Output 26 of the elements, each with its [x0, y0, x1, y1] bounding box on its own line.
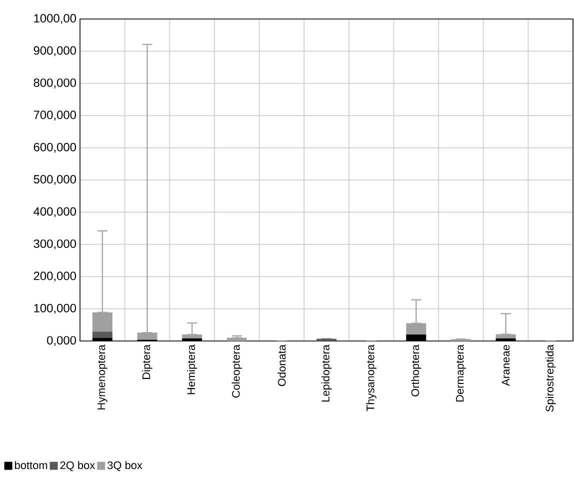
y-tick-label: 1000,00	[34, 14, 76, 24]
legend-label: bottom	[15, 461, 48, 470]
x-tick-label: Diptera	[142, 344, 152, 379]
y-tick-label: 900,000	[34, 46, 76, 56]
legend-label: 3Q box	[108, 461, 142, 472]
y-tick-label: 300,000	[34, 239, 76, 250]
legend-label: 2Q box	[60, 461, 95, 472]
bar	[92, 332, 112, 338]
x-tick-label: Dermaptera	[456, 344, 466, 402]
y-tick-label: 200,000	[34, 272, 76, 282]
x-tick-label: Orthoptera	[411, 344, 422, 396]
x-tick-label: Hemiptera	[186, 344, 198, 394]
x-tick-label: Araneae	[502, 345, 510, 386]
x-tick-label: Odonata	[278, 344, 286, 386]
y-tick-label: 800,000	[34, 78, 76, 88]
y-tick-label: 700,000	[34, 110, 76, 121]
y-tick-label: 500,000	[34, 175, 76, 185]
x-tick-label: Thysanoptera	[366, 344, 376, 412]
x-tick-label: Hymenoptera	[98, 344, 108, 410]
x-tick-label: Coleoptera	[232, 344, 242, 398]
x-tick-label: Spirostreptida	[545, 344, 556, 412]
y-tick-label: 0,000	[47, 336, 76, 346]
x-tick-label: Lepidoptera	[321, 344, 332, 402]
y-tick-label: 400,000	[34, 207, 76, 218]
y-tick-label: 100,000	[34, 304, 76, 314]
y-tick-label: 600,000	[34, 142, 76, 153]
